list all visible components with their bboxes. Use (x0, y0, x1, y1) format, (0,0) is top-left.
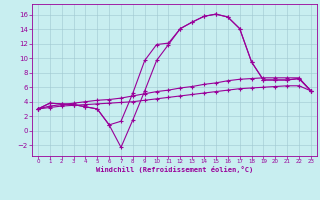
X-axis label: Windchill (Refroidissement éolien,°C): Windchill (Refroidissement éolien,°C) (96, 166, 253, 173)
